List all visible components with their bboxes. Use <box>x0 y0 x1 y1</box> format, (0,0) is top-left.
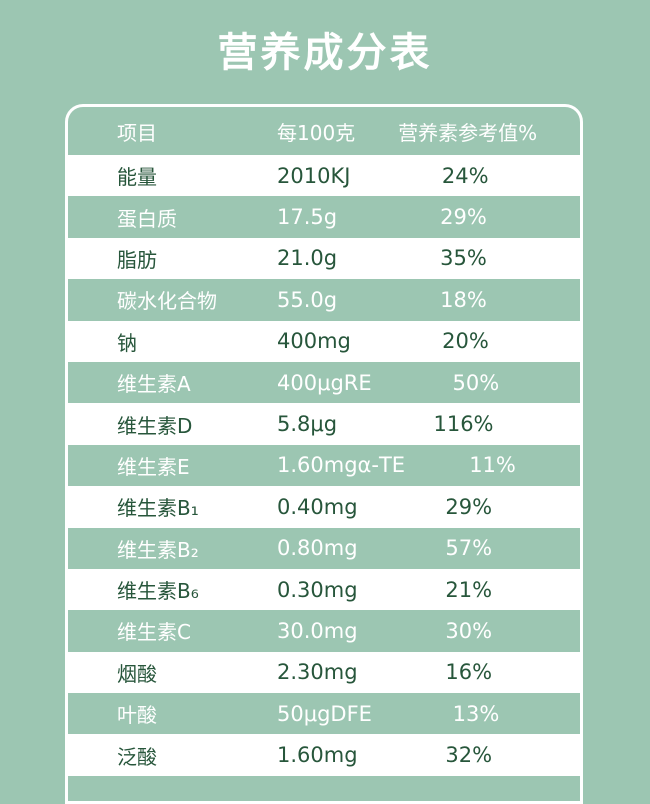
table-row: 能量 2010KJ 24% <box>68 155 580 197</box>
nutrient-amount: 55.0g <box>277 287 338 312</box>
nutrient-nrv-value: 24% <box>441 163 489 188</box>
table-row: 维生素C 30.0mg 30% <box>68 610 580 651</box>
nutrient-name: 碳水化合物 <box>117 289 217 314</box>
nutrient-name: 维生素D <box>117 413 193 438</box>
column-header-per100g: 每100克 <box>277 120 356 145</box>
table-body: 能量 2010KJ 24% 蛋白质 17.5g 29% 脂肪 21.0g 35%… <box>68 155 580 776</box>
nutrient-nrv-value: 11% <box>469 453 516 478</box>
nutrient-name: 钠 <box>117 330 137 355</box>
nutrition-table: 项目 每100克 营养素参考值% 能量 2010KJ 24% 蛋白质 17.5g… <box>65 104 583 804</box>
table-row: 碳水化合物 55.0g 18% <box>68 279 580 320</box>
nutrient-nrv-value: 16% <box>445 660 493 685</box>
nutrient-amount: 21.0g <box>277 246 338 271</box>
nutrient-name: 维生素B₆ <box>117 579 199 604</box>
nutrient-nrv-value: 32% <box>445 743 493 768</box>
nutrient-amount: 17.5g <box>277 205 338 230</box>
nutrient-nrv-value: 29% <box>445 494 493 519</box>
nutrient-amount: 0.40mg <box>277 494 358 519</box>
nutrient-nrv-value: 21% <box>445 577 493 602</box>
table-row: 维生素D 5.8μg 116% <box>68 403 580 445</box>
nutrient-nrv-value: 13% <box>452 701 500 726</box>
nutrient-nrv-value: 57% <box>445 536 493 561</box>
nutrient-amount: 5.8μg <box>277 412 338 437</box>
nutrient-amount: 1.60mg <box>277 743 358 768</box>
nutrient-amount: 1.60mgα-TE <box>277 453 406 478</box>
nutrient-nrv-value: 50% <box>452 370 500 395</box>
nutrient-nrv-value: 116% <box>433 412 494 437</box>
nutrient-name: 维生素B₂ <box>117 537 199 562</box>
table-row: 维生素A 400μgRE 50% <box>68 362 580 403</box>
table-row: 叶酸 50μgDFE 13% <box>68 693 580 734</box>
nutrient-name: 烟酸 <box>117 661 157 686</box>
nutrient-amount: 2010KJ <box>277 163 351 188</box>
table-row: 钠 400mg 20% <box>68 320 580 362</box>
nutrient-amount: 400μgRE <box>277 370 372 395</box>
nutrient-nrv-value: 20% <box>442 329 489 354</box>
nutrient-amount: 2.30mg <box>277 660 358 685</box>
table-row: 维生素E 1.60mgα-TE 11% <box>68 445 580 486</box>
nutrient-amount: 0.80mg <box>277 536 358 561</box>
table-row: 维生素B₁ 0.40mg 29% <box>68 486 580 528</box>
table-header-row: 项目 每100克 营养素参考值% <box>68 107 580 155</box>
table-row: 蛋白质 17.5g 29% <box>68 196 580 237</box>
nutrient-nrv-value: 18% <box>440 287 487 312</box>
table-row: 烟酸 2.30mg 16% <box>68 651 580 694</box>
nutrient-nrv-value: 30% <box>445 618 493 643</box>
nutrient-name: 蛋白质 <box>117 206 177 231</box>
nutrient-name: 脂肪 <box>117 247 157 272</box>
nutrient-amount: 0.30mg <box>277 577 358 602</box>
nutrient-name: 叶酸 <box>117 703 157 728</box>
table-row: 维生素B₆ 0.30mg 21% <box>68 568 580 611</box>
nutrient-name: 维生素E <box>117 454 190 479</box>
nutrient-nrv-value: 35% <box>440 246 487 271</box>
nutrient-name: 维生素A <box>117 372 191 397</box>
column-header-item: 项目 <box>117 120 157 145</box>
table-row: 维生素B₂ 0.80mg 57% <box>68 528 580 569</box>
nutrient-amount: 30.0mg <box>277 618 358 643</box>
nutrient-name: 维生素C <box>117 620 191 645</box>
nutrient-amount: 50μgDFE <box>277 701 372 726</box>
table-row: 泛酸 1.60mg 32% <box>68 734 580 776</box>
page-title: 营养成分表 <box>217 30 433 76</box>
table-row: 脂肪 21.0g 35% <box>68 237 580 280</box>
nutrient-amount: 400mg <box>277 329 351 354</box>
nutrient-name: 泛酸 <box>117 744 157 769</box>
column-header-nrv: 营养素参考值% <box>398 120 538 145</box>
nutrient-name: 维生素B₁ <box>117 496 199 521</box>
nutrient-nrv-value: 29% <box>440 205 487 230</box>
nutrient-name: 能量 <box>117 165 157 190</box>
